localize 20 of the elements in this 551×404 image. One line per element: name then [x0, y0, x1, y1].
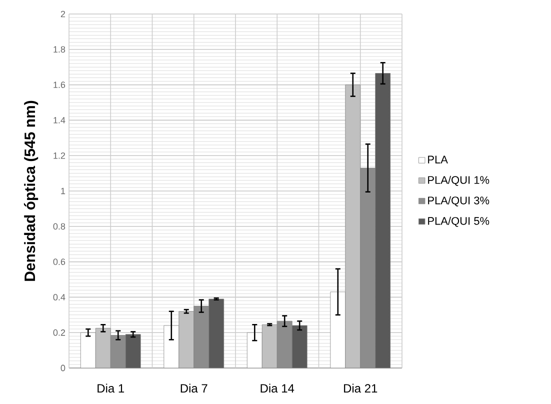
y-tick-label: 0.6 [53, 258, 66, 265]
x-tick-label: Dia 14 [260, 384, 294, 393]
y-tick-label: 1 [61, 188, 66, 194]
legend-label: PLA/QUI 5% [428, 216, 490, 227]
x-tick-label: Dia 21 [344, 384, 378, 393]
y-tick-label: 2 [60, 10, 66, 18]
x-tick-label: Dia 7 [180, 384, 208, 393]
y-axis-title: Densidad óptica (545 nm) [24, 100, 38, 281]
y-tick-label: 0.2 [53, 329, 66, 336]
y-tick-label: 0.4 [53, 294, 66, 300]
x-tick-label: Dia 1 [98, 384, 124, 393]
y-tick-label: 1.6 [54, 82, 66, 88]
y-tick-label: 0 [60, 364, 66, 372]
y-tick-label: 0.8 [53, 223, 66, 230]
y-tick-label: 1.8 [54, 46, 66, 53]
legend-label: PLA/QUI 3% [428, 196, 490, 206]
y-tick-label: 1.2 [54, 152, 66, 159]
legend-label: PLA [428, 156, 448, 164]
legend-label: PLA/QUI 1% [428, 176, 490, 186]
y-tick-label: 1.4 [54, 117, 66, 124]
